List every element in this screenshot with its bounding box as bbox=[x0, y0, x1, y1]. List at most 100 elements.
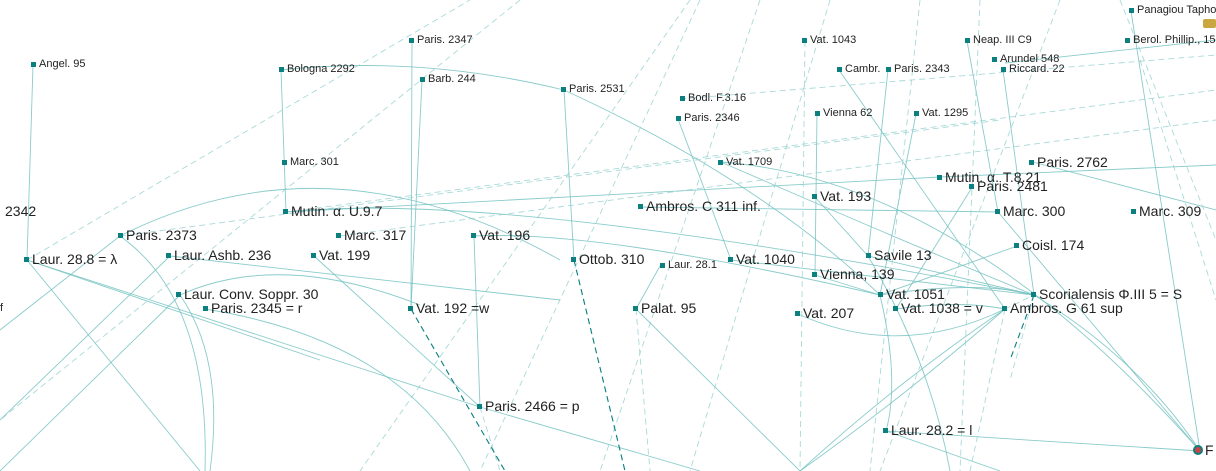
node-vat192[interactable]: Vat. 192 =w bbox=[408, 300, 489, 316]
node-paris2466[interactable]: Paris. 2466 = p bbox=[477, 398, 580, 414]
node-laur288[interactable]: Laur. 28.8 = λ bbox=[24, 251, 117, 267]
node-label: Laur. 28.2 = l bbox=[891, 422, 973, 438]
node-coisl[interactable]: Coisl. 174 bbox=[1014, 237, 1084, 253]
node-marker bbox=[561, 86, 566, 92]
node-paris2345[interactable]: Paris. 2345 = r bbox=[203, 300, 302, 316]
node-label: Ottob. 310 bbox=[579, 251, 645, 267]
node-marker bbox=[203, 305, 208, 311]
node-barb[interactable]: Barb. 244 bbox=[420, 73, 476, 85]
node-label: Vienna 62 bbox=[823, 107, 873, 119]
node-marker bbox=[837, 66, 842, 72]
edge bbox=[895, 304, 1006, 310]
node-vat1043[interactable]: Vat. 1043 bbox=[802, 34, 856, 46]
node-marker bbox=[795, 310, 800, 316]
node-vat1038[interactable]: Vat. 1038 = v bbox=[893, 300, 983, 316]
node-mutinU[interactable]: Mutin. α. U.9.7 bbox=[283, 203, 382, 219]
node-vienna62[interactable]: Vienna 62 bbox=[815, 107, 872, 119]
node-label: Palat. 95 bbox=[641, 300, 697, 316]
node-neap[interactable]: Neap. III C9 bbox=[965, 34, 1032, 46]
node-root[interactable]: F bbox=[1193, 442, 1214, 458]
edge bbox=[0, 255, 171, 421]
node-marc300[interactable]: Marc. 300 bbox=[995, 203, 1065, 219]
node-laur282[interactable]: Laur. 28.2 = l bbox=[883, 422, 972, 438]
node-mutinT[interactable]: Mutin. α. T.8.21 bbox=[937, 169, 1041, 185]
node-laurAshb[interactable]: Laur. Ashb. 236 bbox=[166, 247, 271, 263]
emphasized-edge bbox=[410, 308, 506, 471]
edge bbox=[997, 211, 1201, 452]
node-ambrosC[interactable]: Ambros. C 311 inf. bbox=[638, 198, 761, 214]
node-paris2373[interactable]: Paris. 2373 bbox=[118, 227, 197, 243]
node-laurConv[interactable]: Laur. Conv. Soppr. 30 bbox=[176, 286, 318, 302]
dashed-edge bbox=[1004, 294, 1035, 310]
edge bbox=[1130, 10, 1201, 452]
node-paris2343[interactable]: Paris. 2343 bbox=[886, 63, 950, 75]
node-vat193[interactable]: Vat. 193 bbox=[812, 188, 871, 204]
node-vat1051[interactable]: Vat. 1051 bbox=[878, 286, 945, 302]
dashed-edge bbox=[599, 0, 761, 471]
node-vat207[interactable]: Vat. 207 bbox=[795, 305, 854, 321]
node-marker bbox=[812, 193, 817, 199]
node-vat1709[interactable]: Vat. 1709 bbox=[718, 156, 772, 168]
node-label: Paris. 2346 bbox=[684, 112, 740, 124]
node-label: Vat. 1043 bbox=[810, 34, 857, 46]
node-marc317[interactable]: Marc. 317 bbox=[336, 227, 406, 243]
edge bbox=[730, 259, 1035, 296]
node-label: Paris. 2762 bbox=[1037, 154, 1108, 170]
node-palat[interactable]: Palat. 95 bbox=[633, 300, 696, 316]
node-marker bbox=[802, 37, 807, 43]
node-riccard[interactable]: Riccard. 22 bbox=[1001, 63, 1065, 75]
node-savile[interactable]: Savile 13 bbox=[866, 247, 932, 263]
node-vat1295[interactable]: Vat. 1295 bbox=[914, 107, 968, 119]
edge bbox=[26, 259, 321, 361]
node-berol[interactable]: Berol. Phillip., 15 bbox=[1125, 34, 1216, 46]
node-label: Arundel 548 bbox=[1000, 53, 1060, 65]
node-vienna139[interactable]: Vienna, 139 bbox=[812, 266, 894, 282]
node-marc301[interactable]: Marc. 301 bbox=[282, 156, 339, 168]
edge bbox=[179, 274, 421, 306]
edge bbox=[720, 161, 1201, 452]
node-paris2762[interactable]: Paris. 2762 bbox=[1029, 154, 1108, 170]
node-vat196[interactable]: Vat. 196 bbox=[471, 227, 530, 243]
node-scorial[interactable]: Scorialensis Φ.III 5 = S bbox=[1031, 286, 1182, 302]
node-label: Panagiou Tapho bbox=[1137, 4, 1216, 16]
node-label: Laur. Ashb. 236 bbox=[174, 247, 272, 263]
node-marker bbox=[812, 271, 817, 277]
node-marc309[interactable]: Marc. 309 bbox=[1131, 203, 1201, 219]
edge bbox=[1002, 69, 1035, 296]
node-laur281[interactable]: Laur. 28.1 bbox=[660, 259, 717, 271]
node-label: Mutin. α. U.9.7 bbox=[291, 203, 383, 219]
dashed-edge bbox=[479, 0, 701, 471]
node-angel[interactable]: Angel. 95 bbox=[31, 58, 85, 70]
node-paris2347[interactable]: Paris. 2347 bbox=[409, 34, 473, 46]
node-marker bbox=[992, 56, 997, 62]
node-paris2531[interactable]: Paris. 2531 bbox=[561, 83, 625, 95]
node-ambrosG[interactable]: Ambros. G 61 sup bbox=[1002, 300, 1123, 316]
dashed-edge bbox=[869, 0, 921, 471]
node-marker bbox=[420, 76, 425, 82]
node-cambr[interactable]: Cambr. bbox=[837, 63, 880, 75]
node-label: Marc. 300 bbox=[1003, 203, 1066, 219]
node-arundel[interactable]: Arundel 548 bbox=[992, 53, 1059, 65]
dashed-edge bbox=[689, 0, 831, 471]
node-ottob[interactable]: Ottob. 310 bbox=[571, 251, 644, 267]
node-label: Angel. 95 bbox=[39, 58, 86, 70]
edge bbox=[867, 255, 1035, 296]
node-paris2481[interactable]: Paris. 2481 bbox=[969, 178, 1048, 194]
node-bodl[interactable]: Bodl. F.3.16 bbox=[680, 92, 746, 104]
node-vat199[interactable]: Vat. 199 bbox=[311, 247, 370, 263]
edge bbox=[814, 196, 869, 257]
node-marker bbox=[995, 208, 1000, 214]
node-vat1040[interactable]: Vat. 1040 bbox=[728, 251, 795, 267]
node-marker bbox=[471, 232, 476, 238]
edge bbox=[1004, 39, 1216, 64]
node-bologna[interactable]: Bologna 2292 bbox=[279, 63, 355, 75]
edge bbox=[1032, 161, 1216, 211]
node-label: Vienna, 139 bbox=[820, 266, 895, 282]
node-panagiou[interactable]: Panagiou Tapho bbox=[1129, 4, 1216, 16]
node-2342[interactable]: 2342 bbox=[5, 203, 36, 219]
node-paris2346[interactable]: Paris. 2346 bbox=[676, 112, 740, 124]
node-marker bbox=[728, 256, 733, 262]
node-f[interactable]: f bbox=[0, 302, 3, 314]
